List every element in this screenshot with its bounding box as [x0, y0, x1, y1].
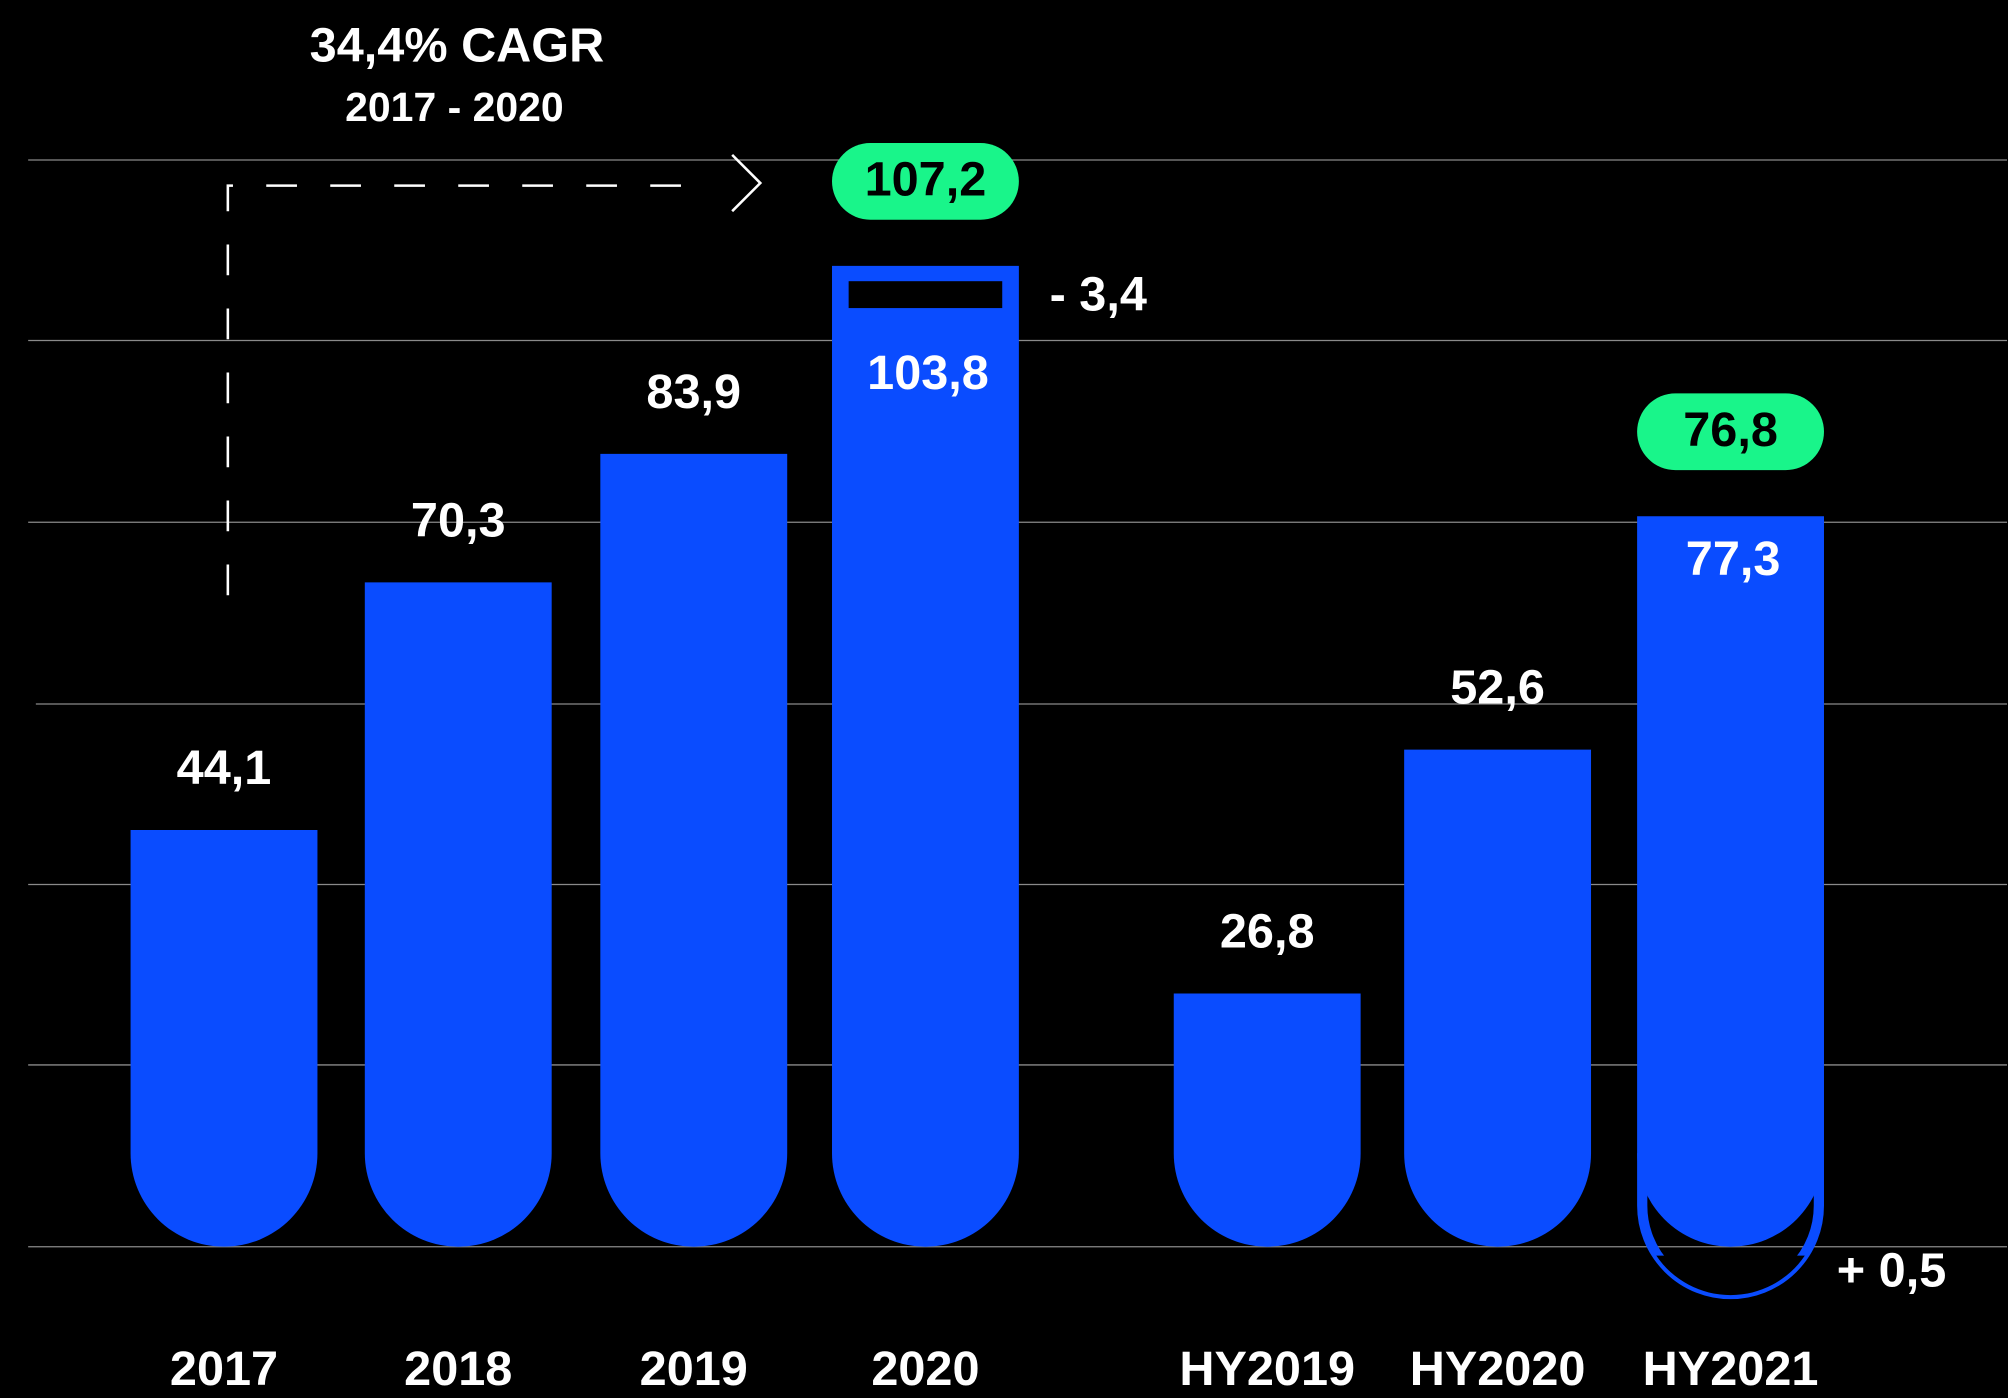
cagr-arrow	[226, 184, 711, 596]
total-pill	[832, 142, 1019, 220]
x-tick-label: 2020	[871, 1342, 979, 1396]
value-label: 52,6	[1450, 661, 1545, 715]
bar	[600, 453, 788, 1247]
value-label: 83,9	[646, 365, 741, 419]
bar	[832, 265, 1019, 1247]
value-label: 26,8	[1220, 904, 1315, 958]
x-tick-label: 2019	[640, 1342, 748, 1396]
adjustment-label: + 0,5	[1837, 1243, 1947, 1297]
cagr-title: 34,4% CAGR	[310, 18, 605, 72]
total-pill	[1637, 393, 1824, 471]
value-label: 70,3	[411, 493, 506, 547]
value-label: 44,1	[177, 741, 272, 795]
adjustment-mark	[848, 281, 1003, 309]
x-tick-label: HY2019	[1179, 1342, 1355, 1396]
adjustment-gap	[1656, 1255, 1805, 1296]
cagr-subtitle: 2017 - 2020	[345, 84, 564, 130]
bar	[364, 582, 552, 1247]
bar	[1404, 749, 1592, 1247]
total-label: 107,2	[865, 152, 987, 206]
adjustment-label: - 3,4	[1050, 268, 1147, 322]
x-tick-label: 2018	[404, 1342, 512, 1396]
bar	[130, 829, 318, 1247]
bar	[1173, 993, 1361, 1247]
cagr-arrowhead	[731, 153, 763, 213]
bar	[1637, 516, 1824, 1247]
value-label: 77,3	[1686, 532, 1781, 586]
x-tick-label: HY2021	[1643, 1342, 1819, 1396]
x-tick-label: 2017	[170, 1342, 278, 1396]
total-label: 76,8	[1683, 403, 1778, 457]
value-label: 103,8	[867, 346, 989, 400]
x-tick-label: HY2020	[1410, 1342, 1586, 1396]
